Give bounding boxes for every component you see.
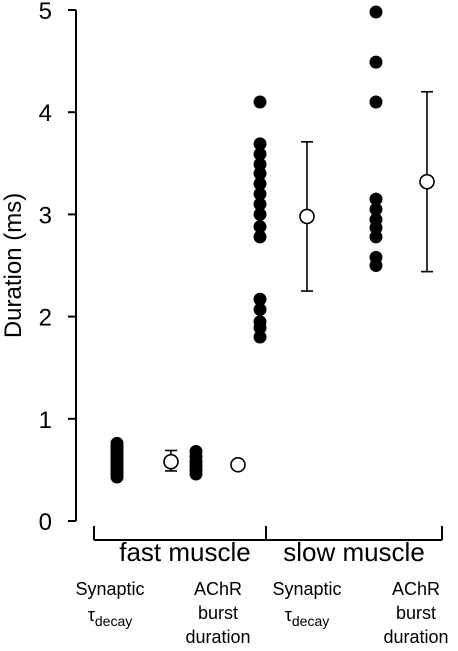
data-point <box>369 95 383 109</box>
data-point <box>253 95 267 109</box>
y-axis: 0 1 2 3 4 5 Duration (ms) <box>0 0 77 536</box>
data-point <box>253 207 267 221</box>
category-label-tau: τdecay <box>88 605 132 629</box>
mean-marker <box>163 453 179 470</box>
data-point <box>110 470 124 484</box>
data-point <box>253 197 267 211</box>
data-point <box>253 292 267 306</box>
data-point <box>369 5 383 19</box>
data-point <box>189 467 203 481</box>
data-point <box>369 202 383 216</box>
category-label-line3: duration <box>383 627 448 646</box>
data-point <box>369 221 383 235</box>
category-label-line2: burst <box>396 603 436 623</box>
tau-symbol: τ <box>285 605 292 625</box>
category-label-line1: Synaptic <box>272 579 341 599</box>
data-point <box>253 220 267 234</box>
category-label-line1: AChR <box>194 579 242 599</box>
data-point <box>369 230 383 244</box>
data-point <box>253 177 267 191</box>
y-tick-label: 2 <box>39 305 52 332</box>
group-label: fast muscle <box>119 537 251 567</box>
data-point <box>253 321 267 335</box>
y-tick-label: 3 <box>39 202 52 229</box>
group-label: slow muscle <box>283 537 425 567</box>
data-point <box>253 187 267 201</box>
x-axis: fast muscleSynapticτdecayAChRburstdurati… <box>75 526 449 647</box>
data-point <box>253 302 267 316</box>
mean-marker <box>299 208 315 225</box>
category-label-line3: duration <box>185 627 250 646</box>
tau-subscript: decay <box>292 613 329 629</box>
y-tick-label: 1 <box>39 407 52 434</box>
data-point <box>369 55 383 69</box>
data-point <box>253 167 267 181</box>
data-point <box>253 330 267 344</box>
data-point <box>369 192 383 206</box>
data-point <box>253 137 267 151</box>
mean-marker <box>419 173 435 190</box>
data-point <box>253 157 267 171</box>
tau-symbol: τ <box>88 605 95 625</box>
category-label-tau: τdecay <box>285 605 329 629</box>
y-tick-label: 4 <box>39 100 52 127</box>
y-tick-label: 0 <box>39 509 52 536</box>
mean-marker <box>230 456 246 473</box>
data-point <box>369 259 383 272</box>
y-axis-title: Duration (ms) <box>0 193 27 338</box>
plot-marks <box>110 5 435 484</box>
data-point <box>253 230 267 244</box>
data-point <box>253 147 267 161</box>
category-label-line2: burst <box>198 603 238 623</box>
tau-subscript: decay <box>95 613 132 629</box>
y-tick-label: 5 <box>39 0 52 25</box>
category-label-line1: Synaptic <box>75 579 144 599</box>
category-label-line1: AChR <box>392 579 440 599</box>
